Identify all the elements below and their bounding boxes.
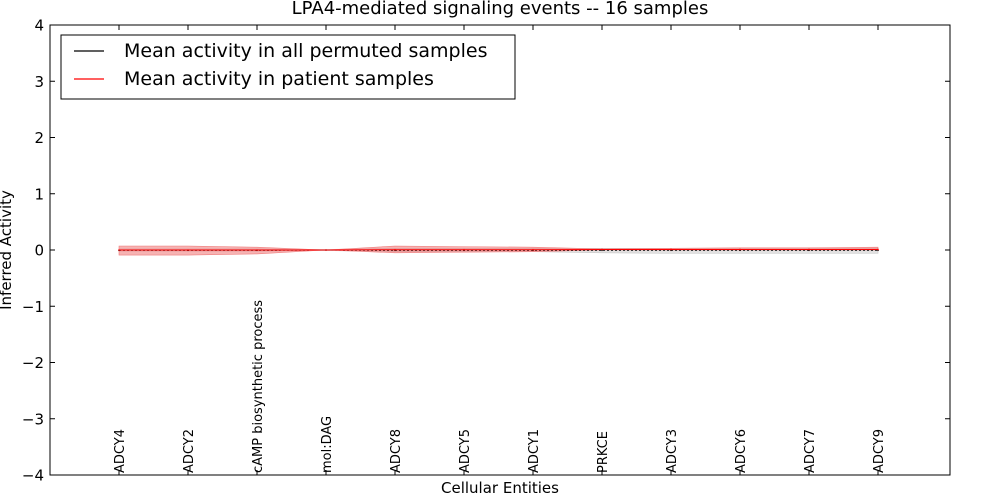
point-patient-4 (394, 248, 396, 251)
x-axis-label: Cellular Entities (441, 479, 559, 497)
chart-title: LPA4-mediated signaling events -- 16 sam… (292, 0, 709, 19)
x-tick-label: PRKCE (596, 431, 611, 473)
y-tick-label: 3 (34, 73, 44, 91)
line-patient (119, 248, 878, 251)
point-patient-7 (601, 248, 603, 251)
x-tick-label: ADCY8 (389, 429, 404, 473)
y-tick-label: 0 (34, 242, 44, 260)
x-tick-label: ADCY4 (113, 429, 128, 473)
point-patient-11 (877, 248, 879, 251)
x-tick-label: ADCY9 (872, 429, 887, 473)
y-axis-label: Inferred Activity (0, 190, 15, 310)
y-tick-label: −1 (22, 298, 44, 316)
y-tick-label: −2 (22, 354, 44, 372)
legend-box (60, 34, 516, 100)
y-tick-label: −3 (22, 410, 44, 428)
point-patient-1 (187, 249, 189, 251)
x-tick-label: ADCY6 (734, 429, 749, 473)
point-patient-5 (463, 248, 465, 251)
x-tick-label: cAMP biosynthetic process (251, 300, 266, 473)
legend: Mean activity in all permuted samples Me… (60, 34, 516, 100)
legend-label-permuted: Mean activity in all permuted samples (124, 40, 487, 62)
series-lines (118, 248, 879, 252)
y-tick-label: 2 (34, 129, 44, 147)
point-patient-10 (808, 248, 810, 251)
y-tick-label: 1 (34, 185, 44, 203)
y-tick-label: −4 (22, 467, 44, 485)
point-patient-6 (532, 248, 534, 251)
point-patient-0 (118, 249, 120, 251)
point-patient-3 (325, 249, 327, 251)
y-axis-ticks: −4 −3 −2 −1 0 1 2 3 4 (22, 17, 950, 485)
x-tick-label: ADCY7 (803, 429, 818, 473)
x-axis-category-labels: ADCY4 ADCY2 cAMP biosynthetic process mol:D… (113, 25, 887, 475)
x-tick-label: mol:DAG (320, 416, 335, 473)
x-tick-label: ADCY3 (665, 429, 680, 473)
point-patient-9 (739, 248, 741, 251)
x-tick-label: ADCY5 (458, 429, 473, 473)
point-patient-2 (256, 249, 258, 251)
x-tick-label: ADCY2 (182, 429, 197, 473)
x-tick-label: ADCY1 (527, 429, 542, 473)
legend-label-patient: Mean activity in patient samples (124, 68, 434, 90)
y-tick-label: 4 (34, 17, 44, 35)
point-patient-8 (670, 248, 672, 251)
